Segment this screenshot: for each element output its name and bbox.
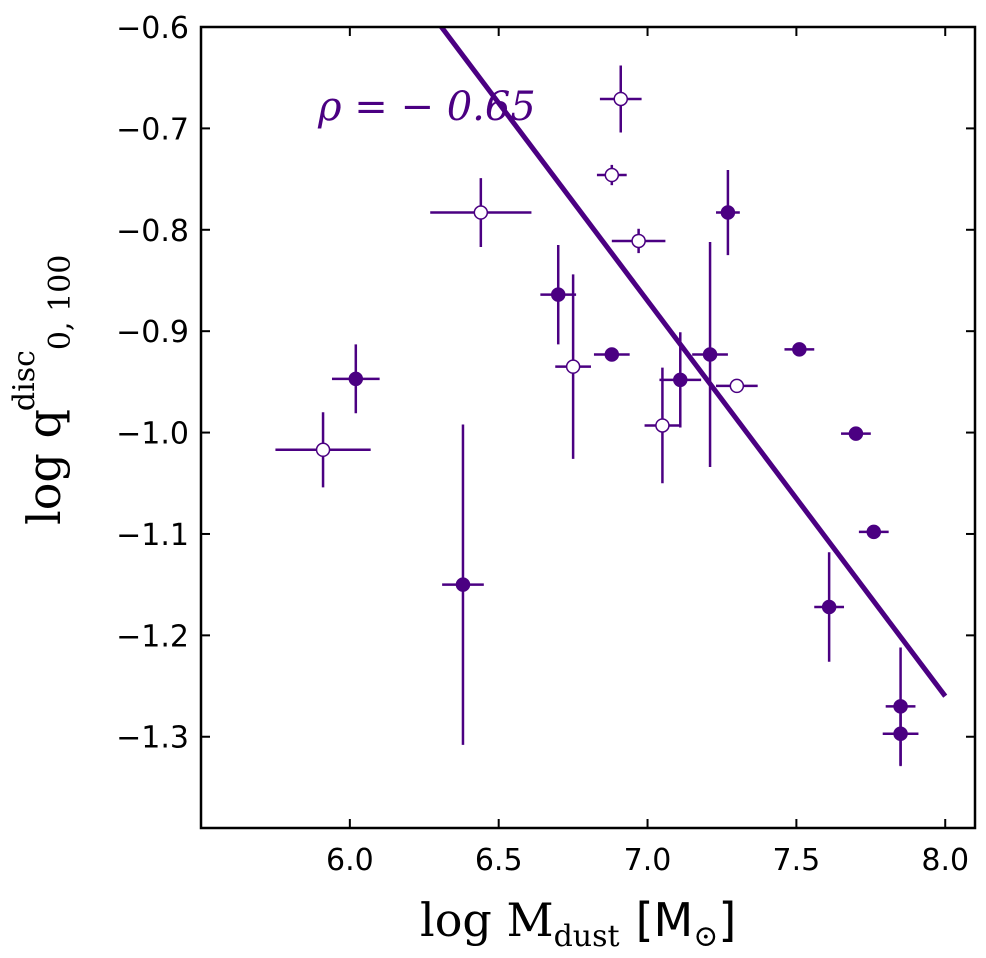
x-tick-label: 6.5 xyxy=(475,843,523,878)
y-tick-label: −1.2 xyxy=(116,619,189,654)
y-axis-title: log qdisc0, 100 xyxy=(7,255,78,525)
data-point-filled xyxy=(784,342,815,357)
y-axis-title-main: log q xyxy=(17,409,71,525)
data-point-filled xyxy=(659,332,702,428)
y-tick-label: −1.1 xyxy=(116,518,189,553)
data-point-filled xyxy=(540,244,577,345)
tick-labels: 6.0 6.5 7.0 7.5 8.0 −0.6 −0.7 −0.8 −0.9 −1.0 −1.1 −… xyxy=(116,11,969,878)
x-axis-unit-close: ] xyxy=(718,893,736,947)
y-axis-title-sup: disc xyxy=(7,350,42,411)
point-marker xyxy=(455,577,471,592)
x-tick-label: 7.5 xyxy=(773,843,821,878)
correlation-annotation: ρ = − 0.65 xyxy=(317,84,536,130)
x-tick-label: 6.0 xyxy=(326,843,374,878)
point-marker xyxy=(792,342,807,357)
data-point-open xyxy=(555,274,591,459)
data-point-filled xyxy=(716,169,740,256)
x-axis-title: log Mdust [M⊙] xyxy=(420,893,736,954)
data-point-open xyxy=(599,65,642,133)
y-tick-label: −0.6 xyxy=(116,11,189,46)
y-tick-label: −0.8 xyxy=(116,214,189,249)
data-point-filled xyxy=(814,552,845,662)
data-point-filled xyxy=(331,344,380,414)
plot-area xyxy=(275,27,948,767)
point-marker xyxy=(315,442,331,458)
point-marker xyxy=(604,347,620,362)
y-tick-label: −0.7 xyxy=(116,112,189,147)
data-point-filled xyxy=(442,424,484,745)
x-axis-unit-sub: ⊙ xyxy=(693,919,718,954)
data-point-open xyxy=(611,228,666,254)
y-tick-label: −1.0 xyxy=(116,417,189,452)
y-axis-title-sub: 0, 100 xyxy=(43,255,78,350)
point-marker xyxy=(673,372,688,388)
point-marker xyxy=(866,524,882,540)
point-marker xyxy=(473,205,489,220)
data-point-filled xyxy=(593,347,630,362)
point-marker xyxy=(550,287,566,302)
data-point-open xyxy=(596,164,627,186)
x-tick-label: 8.0 xyxy=(921,843,969,878)
point-marker xyxy=(613,91,628,107)
point-marker xyxy=(821,599,837,615)
data-point-open xyxy=(716,378,758,394)
point-marker xyxy=(631,233,646,249)
data-point-filled xyxy=(841,426,871,441)
point-marker xyxy=(848,426,864,441)
point-marker xyxy=(729,378,745,394)
x-axis-title-sub: dust xyxy=(554,919,620,954)
point-marker xyxy=(702,347,718,362)
plot-frame xyxy=(199,25,977,830)
point-marker xyxy=(893,726,908,741)
y-tick-label: −0.9 xyxy=(116,315,189,350)
data-point-filled xyxy=(692,241,728,468)
x-axis-title-main: log M xyxy=(420,893,554,947)
x-tick-label: 7.0 xyxy=(624,843,672,878)
point-marker xyxy=(348,371,364,387)
point-marker xyxy=(565,359,581,374)
data-point-open xyxy=(275,412,371,488)
x-axis-unit-open: [M xyxy=(636,893,694,947)
data-point-filled xyxy=(882,701,919,767)
point-marker xyxy=(655,418,670,433)
point-marker xyxy=(720,205,736,220)
y-tick-label: −1.3 xyxy=(116,721,189,756)
data-point-filled xyxy=(858,524,889,540)
data-point-open xyxy=(644,367,681,484)
data-point-open xyxy=(430,178,532,248)
point-marker xyxy=(604,167,620,183)
fit-line xyxy=(438,27,948,698)
